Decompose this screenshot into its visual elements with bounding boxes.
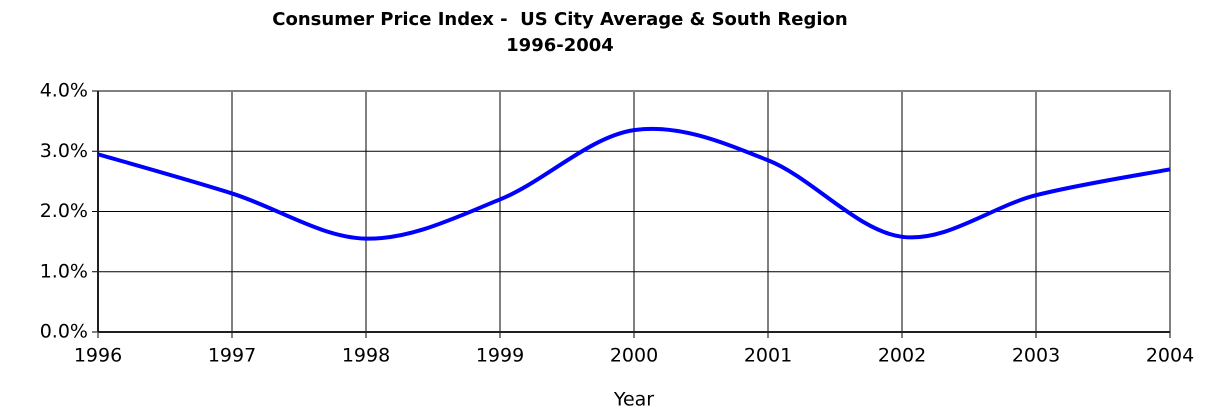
chart-title: Consumer Price Index - US City Average &… (272, 9, 847, 30)
x-tick-label: 2001 (744, 345, 792, 367)
y-tick-label: 1.0% (40, 260, 88, 282)
x-tick-label: 2004 (1146, 345, 1194, 367)
chart-subtitle: 1996-2004 (506, 35, 614, 56)
x-tick-label: 1998 (342, 345, 390, 367)
x-tick-label: 1999 (476, 345, 524, 367)
x-tick-label: 2002 (878, 345, 926, 367)
line-series (97, 126, 1171, 241)
y-tick-label: 4.0% (40, 80, 88, 102)
x-tick-label: 2003 (1012, 345, 1060, 367)
x-tick-label: 1996 (74, 345, 122, 367)
y-tick-label: 2.0% (40, 200, 88, 222)
x-tick-label: 1997 (208, 345, 256, 367)
y-tick-label: 3.0% (40, 140, 88, 162)
x-axis-label: Year (613, 389, 654, 411)
y-tick-label: 0.0% (40, 321, 88, 343)
x-tick-label: 2000 (610, 345, 658, 367)
